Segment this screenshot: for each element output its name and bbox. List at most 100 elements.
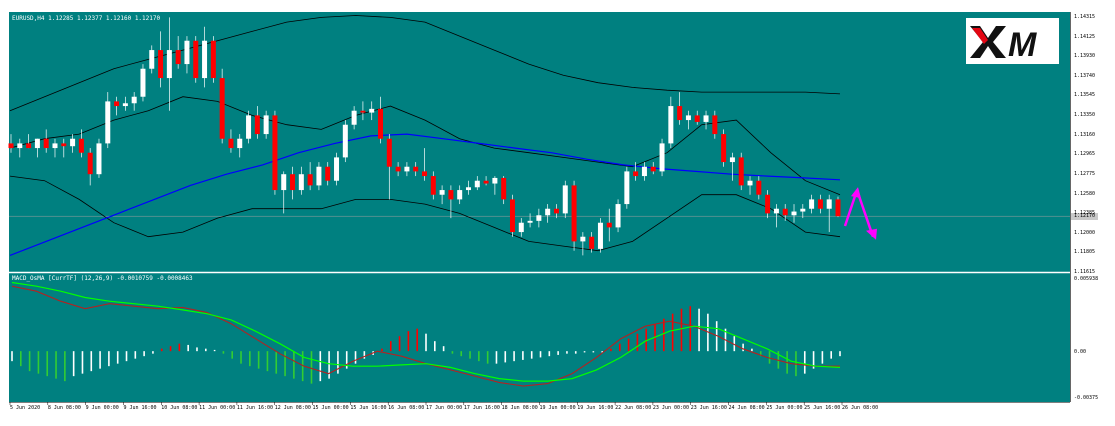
time-axis-tick-label: 12 Jun 08:00 <box>274 405 311 411</box>
candle-body <box>448 190 454 200</box>
candle-body <box>122 103 128 107</box>
symbol-info-label: EURUSD,H4 1.12285 1.12377 1.12160 1.1217… <box>12 15 161 22</box>
price-axis-tick-label: 1.12000 <box>1074 229 1096 236</box>
candle-body <box>773 208 779 214</box>
candle-body <box>237 138 243 149</box>
candle-body <box>474 180 480 188</box>
price-axis-tick-label: 1.14125 <box>1074 33 1096 40</box>
forecast-arrow-down-head <box>866 228 877 240</box>
candle-body <box>228 138 234 149</box>
candle-body <box>791 211 797 216</box>
candle-body <box>439 190 445 195</box>
candle-body <box>580 236 586 242</box>
candle-body <box>553 208 559 214</box>
candle-body <box>677 106 683 121</box>
candle-body <box>527 220 533 223</box>
price-axis-tick-label: 1.12385 <box>1074 210 1096 217</box>
candle-body <box>61 143 67 147</box>
candle-body <box>114 101 120 107</box>
time-axis-tick-label: 10 Jun 08:00 <box>161 405 198 411</box>
candle-body <box>597 222 603 249</box>
time-axis-tick-label: 25 Jun 00:00 <box>766 405 803 411</box>
candle-body <box>202 40 208 79</box>
candle-body <box>325 166 331 181</box>
time-axis-tick-label: 16 Jun 08:00 <box>388 405 425 411</box>
moving-average-line <box>9 133 841 256</box>
candle-body <box>615 204 621 228</box>
time-axis-tick-label: 23 Jun 16:00 <box>690 405 727 411</box>
candle-body <box>747 180 753 186</box>
time-axis-tick-label: 9 Jun 16:00 <box>123 405 157 411</box>
candle-body <box>219 78 225 139</box>
candle-body <box>465 187 471 191</box>
candle-body <box>518 222 524 233</box>
candle-body <box>483 180 489 184</box>
candle-body <box>571 185 577 242</box>
svg-text:M: M <box>1008 26 1037 64</box>
candle-body <box>835 199 841 217</box>
candle-body <box>633 171 639 177</box>
candle-body <box>413 166 419 172</box>
candle-body <box>641 166 647 177</box>
candle-body <box>809 199 815 209</box>
time-axis-tick-label: 25 Jun 16:00 <box>804 405 841 411</box>
candle-body <box>422 171 427 177</box>
price-axis-tick-label: 1.11805 <box>1074 249 1096 256</box>
candle-body <box>430 176 436 195</box>
candle-body <box>729 157 735 163</box>
time-axis-tick-label: 23 Jun 00:00 <box>652 405 690 411</box>
candle-body <box>96 143 102 175</box>
candle-body <box>193 40 199 79</box>
xm-logo: M <box>966 18 1059 64</box>
time-axis-tick-label: 24 Jun 08:00 <box>728 405 765 411</box>
oscillator-pane <box>9 273 1070 402</box>
oscillator-axis-tick-label: 0.005938 <box>1074 276 1099 282</box>
candle-body <box>8 143 14 149</box>
price-axis-tick-label: 1.12775 <box>1074 170 1096 177</box>
candle-body <box>246 115 252 139</box>
time-axis-tick-label: 17 Jun 00:00 <box>426 405 463 411</box>
candle-body <box>131 96 137 104</box>
price-axis-tick-label: 1.13350 <box>1074 112 1096 119</box>
candle-body <box>395 166 401 172</box>
time-axis-tick-label: 15 Jun 00:00 <box>312 405 349 411</box>
candle-body <box>457 190 463 200</box>
candle-body <box>166 50 172 79</box>
candle-body <box>298 174 304 191</box>
bollinger-lower-band <box>9 175 841 252</box>
candle-body <box>52 143 58 149</box>
candle-body <box>78 138 84 153</box>
candle-body <box>659 143 665 172</box>
candle-body <box>545 208 551 216</box>
price-axis-tick-label: 1.13930 <box>1074 53 1096 60</box>
forecast-arrow-down <box>855 189 875 238</box>
bollinger-middle-band <box>9 96 841 196</box>
candle-body <box>158 50 164 79</box>
time-axis-tick-label: 22 Jun 08:00 <box>615 405 652 411</box>
candle-body <box>87 152 93 175</box>
price-axis-tick-label: 1.13740 <box>1074 72 1096 79</box>
candle-body <box>817 199 823 209</box>
candle-body <box>650 166 656 172</box>
xm-logo-icon: M <box>970 26 1037 64</box>
macd-signal-line <box>11 281 841 382</box>
candle-body <box>140 68 146 97</box>
candle-body <box>536 215 542 221</box>
candle-body <box>703 115 709 122</box>
candle-body <box>105 101 111 144</box>
price-axis-tick-label: 1.12965 <box>1074 151 1096 158</box>
candle-body <box>360 110 366 113</box>
candle-body <box>281 174 287 191</box>
current-price-label: 1.12170 <box>1071 213 1098 220</box>
candle-body <box>290 174 296 191</box>
candle-body <box>43 138 49 149</box>
candle-body <box>149 50 155 69</box>
time-axis-tick-label: 5 Jun 2020 <box>10 405 41 411</box>
price-axis-tick-label: 1.12580 <box>1074 190 1096 197</box>
candle-body <box>316 166 322 186</box>
time-axis-tick-label: 11 Jun 00:00 <box>199 405 236 411</box>
price-axis-tick-label: 1.13545 <box>1074 92 1096 99</box>
candle-body <box>765 194 771 214</box>
